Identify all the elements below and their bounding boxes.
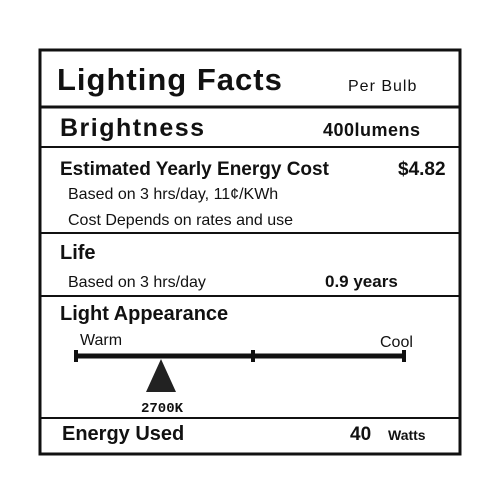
energy-cost-value: $4.82 [398,159,446,180]
energy-used-value: 40 [350,424,371,445]
subtitle: Per Bulb [348,78,417,95]
warm-label: Warm [80,332,122,349]
light-appearance-label: Light Appearance [60,303,228,325]
scale-pointer [146,359,176,392]
energy-cost-note: Based on 3 hrs/day, 11¢/KWh [68,186,278,203]
energy-cost-label: Estimated Yearly Energy Cost [60,159,330,180]
label-frame [38,48,462,456]
cool-label: Cool [380,334,413,351]
color-temperature: 2700K [141,401,184,417]
life-note: Based on 3 hrs/day [68,274,206,291]
life-label: Life [60,242,96,264]
energy-used-label: Energy Used [62,423,184,445]
energy-cost-note: Cost Depends on rates and use [68,212,293,229]
brightness-label: Brightness [60,114,206,142]
life-value: 0.9 years [325,272,398,291]
brightness-value: 400lumens [323,120,421,140]
energy-used-unit: Watts [388,427,426,443]
title: Lighting Facts [57,62,283,97]
